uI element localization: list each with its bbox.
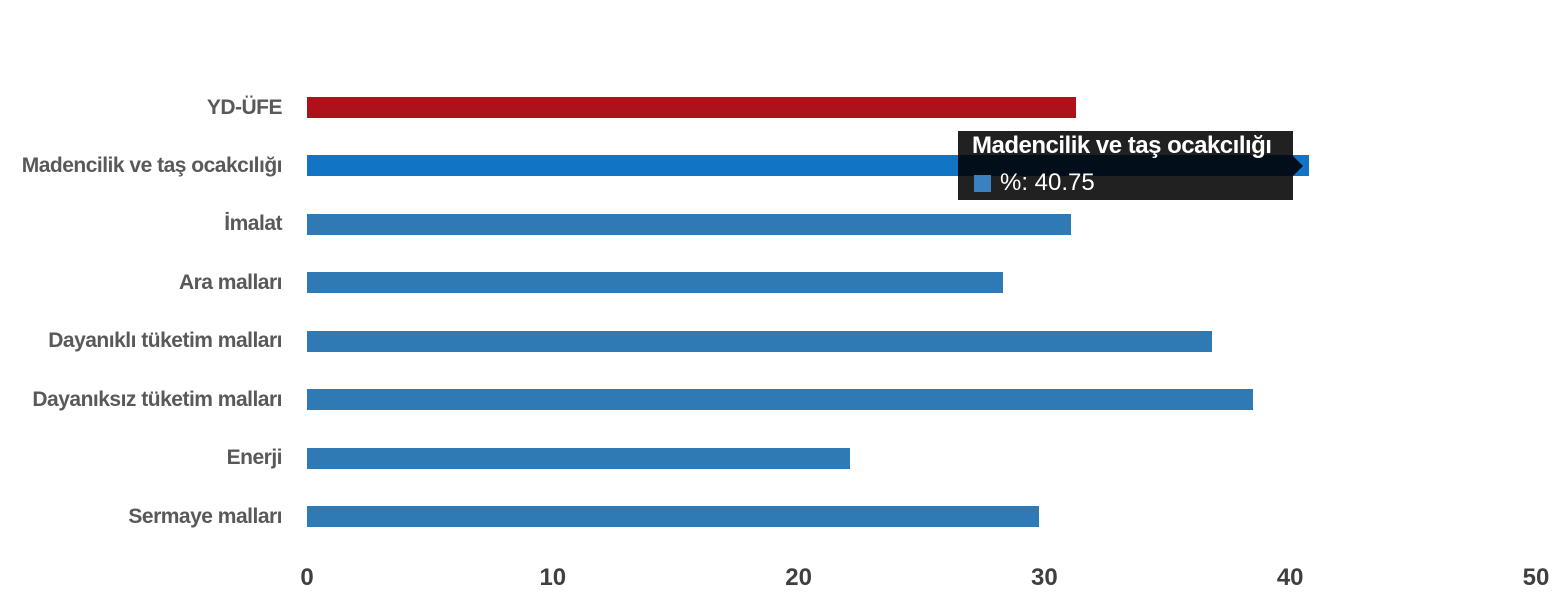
x-axis-tick-label: 0	[300, 564, 314, 591]
category-label: Madencilik ve taş ocakcılığı	[21, 153, 283, 177]
category-label: Enerji	[226, 446, 283, 470]
x-axis-tick-label: 40	[1276, 564, 1304, 591]
bar[interactable]	[307, 389, 1253, 411]
x-axis-tick-label: 10	[539, 564, 567, 591]
series-marker-icon	[974, 174, 991, 192]
category-label: Dayanıksız tüketim malları	[32, 387, 282, 411]
bar[interactable]	[307, 97, 1076, 118]
tooltip-value-row: %: 40.75	[974, 169, 1095, 197]
category-label: Sermaye malları	[128, 504, 282, 528]
category-label: İmalat	[224, 212, 282, 236]
bar[interactable]	[307, 447, 850, 469]
tooltip-value: %: 40.75	[1000, 169, 1095, 196]
tooltip: Madencilik ve taş ocakcılığı %: 40.75	[958, 131, 1303, 200]
x-axis-tick-label: 30	[1031, 564, 1058, 591]
tooltip-title: Madencilik ve taş ocakcılığı	[972, 132, 1272, 159]
bar[interactable]	[307, 213, 1071, 235]
bar[interactable]	[307, 272, 1003, 294]
bar[interactable]	[307, 330, 1212, 352]
category-label: YD-ÜFE	[206, 95, 283, 119]
x-axis-tick-label: 20	[785, 564, 812, 591]
bar[interactable]	[307, 506, 1039, 527]
category-label: Dayanıklı tüketim malları	[48, 329, 282, 353]
x-axis-tick-label: 50	[1522, 564, 1550, 591]
category-label: Ara malları	[178, 270, 283, 294]
